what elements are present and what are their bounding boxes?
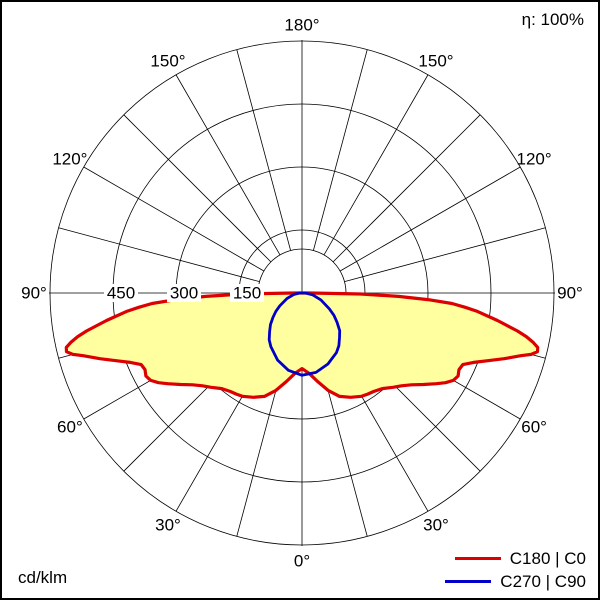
grid-spoke	[344, 227, 546, 282]
legend-label-c270-c90: C270 | C90	[500, 572, 586, 591]
legend: C180 | C0 C270 | C90	[445, 550, 586, 590]
grid-spoke	[123, 114, 272, 263]
grid-spoke	[58, 227, 260, 282]
angle-label: 60°	[57, 418, 83, 437]
curve-c180-c0	[64, 291, 540, 399]
radial-tick-label: 450	[107, 284, 135, 303]
angle-label: 180°	[284, 16, 319, 35]
angle-label: 0°	[294, 552, 310, 571]
efficiency-label: η: 100%	[521, 10, 584, 29]
angle-label: 150°	[150, 51, 185, 70]
angle-label: 30°	[155, 516, 181, 535]
legend-row-c180-c0: C180 | C0	[445, 550, 586, 567]
curve-c270-c90	[267, 291, 342, 377]
angle-label: 90°	[557, 284, 583, 303]
legend-label-c180-c0: C180 | C0	[509, 549, 586, 568]
angle-label: 150°	[418, 51, 453, 70]
legend-line-blue	[445, 580, 492, 583]
legend-line-red	[454, 557, 501, 560]
angle-label: 90°	[21, 284, 47, 303]
radial-tick-label: 300	[170, 284, 198, 303]
radial-tick-label-bg	[230, 284, 264, 302]
angle-label: 120°	[517, 150, 552, 169]
radial-tick-label: 150	[233, 284, 261, 303]
radial-tick-label-bg	[104, 284, 138, 302]
unit-label: cd/klm	[18, 568, 68, 587]
radial-tick-label-bg	[167, 284, 201, 302]
grid-spoke	[236, 49, 291, 251]
angle-label: 60°	[521, 418, 547, 437]
grid-spoke	[339, 166, 521, 272]
angle-label: 120°	[52, 150, 87, 169]
grid-spoke	[175, 74, 281, 256]
legend-row-c270-c90: C270 | C90	[445, 573, 586, 590]
grid-spoke	[323, 74, 429, 256]
grid-spoke	[83, 166, 265, 272]
grid-spoke	[313, 49, 368, 251]
grid-spoke	[332, 114, 481, 263]
angle-label: 30°	[423, 516, 449, 535]
